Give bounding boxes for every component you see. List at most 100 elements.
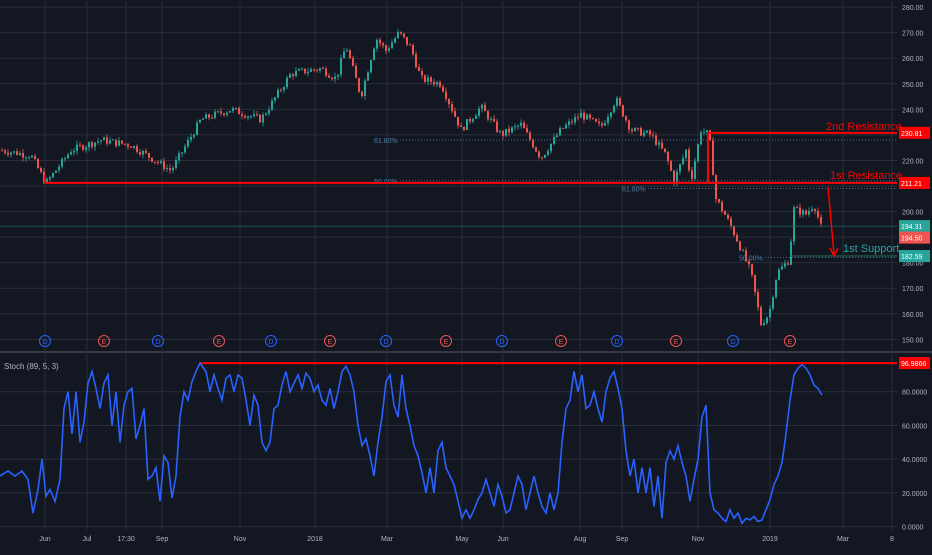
candle-body: [151, 157, 153, 162]
candle-body: [220, 111, 222, 114]
candle-body: [664, 148, 666, 153]
candle-body: [766, 317, 768, 324]
candle-body: [277, 89, 279, 98]
event-marker-circle[interactable]: [784, 335, 796, 347]
candle-body: [313, 69, 315, 71]
stochastic-indicator-title: Stoch (89, 5, 3): [4, 362, 59, 371]
last-price-tag-box: [899, 220, 930, 233]
first-support-price-tag-box: [899, 250, 930, 263]
candle-body: [109, 140, 111, 144]
candle-body: [298, 69, 300, 71]
first-support-price-tag: 182.59: [901, 254, 923, 261]
candle-body: [529, 132, 531, 140]
event-marker-circle[interactable]: [380, 335, 392, 347]
candle-body: [4, 150, 6, 153]
candle-body: [559, 128, 561, 136]
fib-level-label: 61.80%: [374, 138, 398, 145]
candle-body: [436, 82, 438, 85]
event-marker-circle[interactable]: [496, 335, 508, 347]
candle-body: [547, 151, 549, 155]
event-marker-label: E: [102, 339, 107, 346]
price-axis-tick-label: 240.00: [902, 107, 924, 114]
event-marker-circle[interactable]: [727, 335, 739, 347]
candle-body: [433, 81, 435, 85]
candle-body: [592, 118, 594, 120]
x-axis-tick-label: Jun: [39, 536, 50, 543]
candle-body: [574, 117, 576, 123]
candle-body: [190, 137, 192, 140]
candle-body: [133, 146, 135, 148]
candle-body: [271, 100, 273, 110]
x-axis-tick-label: 17:30: [117, 536, 135, 543]
candle-body: [679, 164, 681, 172]
event-marker-circle[interactable]: [555, 335, 567, 347]
stoch-axis-tick-label: 60.0000: [902, 423, 927, 430]
candle-body: [628, 120, 630, 130]
x-axis-tick-label: Nov: [692, 536, 705, 543]
event-marker-circle[interactable]: [98, 335, 110, 347]
candle-body: [379, 39, 381, 44]
candle-body: [691, 170, 693, 179]
candle-body: [619, 98, 621, 106]
candle-body: [415, 54, 417, 68]
event-marker-circle[interactable]: [440, 335, 452, 347]
x-axis-tick-label: May: [455, 536, 469, 543]
candle-body: [418, 67, 420, 71]
candle-body: [295, 70, 297, 76]
candle-body: [718, 199, 720, 203]
candle-body: [616, 98, 618, 106]
candle-body: [445, 91, 447, 100]
candle-body: [403, 33, 405, 38]
candle-body: [646, 130, 648, 133]
stochastic-line: [0, 361, 823, 525]
stoch-overbought-tag: 96.9866: [901, 361, 926, 368]
candle-body: [358, 78, 360, 92]
candle-body: [649, 130, 651, 135]
candle-body: [532, 139, 534, 148]
candle-body: [88, 142, 90, 148]
candle-body: [118, 140, 120, 146]
event-marker-circle[interactable]: [324, 335, 336, 347]
candle-body: [724, 211, 726, 215]
price-axis-tick-label: 260.00: [902, 56, 924, 63]
candle-body: [397, 31, 399, 39]
event-marker-circle[interactable]: [213, 335, 225, 347]
candle-body: [511, 127, 513, 133]
candle-body: [385, 45, 387, 51]
candle-body: [262, 114, 264, 123]
event-marker-label: D: [268, 339, 273, 346]
candle-body: [331, 77, 333, 80]
candle-body: [388, 48, 390, 51]
event-marker-circle[interactable]: [611, 335, 623, 347]
x-axis-tick-label: 2018: [307, 536, 323, 543]
candle-body: [481, 104, 483, 109]
candle-body: [706, 130, 708, 132]
candle-body: [475, 115, 477, 119]
candle-body: [97, 141, 99, 143]
event-marker-circle[interactable]: [670, 335, 682, 347]
x-axis-tick-label: Nov: [234, 536, 247, 543]
candle-body: [346, 50, 348, 52]
candle-body: [211, 117, 213, 119]
candle-body: [814, 209, 816, 211]
x-axis-tick-label: Mar: [837, 536, 850, 543]
event-marker-circle[interactable]: [265, 335, 277, 347]
candle-body: [538, 151, 540, 158]
candle-body: [556, 135, 558, 138]
candle-body: [367, 72, 369, 81]
candle-body: [760, 307, 762, 326]
price-axis-tick-label: 180.00: [902, 261, 924, 268]
event-marker-circle[interactable]: [152, 335, 164, 347]
candle-body: [727, 214, 729, 219]
candle-body: [739, 241, 741, 251]
candle-body: [370, 60, 372, 73]
price-axis-tick-label: 270.00: [902, 31, 924, 38]
price-axis-tick-label: 200.00: [902, 210, 924, 217]
candle-body: [568, 121, 570, 125]
candle-body: [580, 112, 582, 118]
candle-body: [799, 207, 801, 215]
event-marker-circle[interactable]: [39, 335, 51, 347]
event-marker-label: D: [155, 339, 160, 346]
candle-body: [337, 74, 339, 77]
